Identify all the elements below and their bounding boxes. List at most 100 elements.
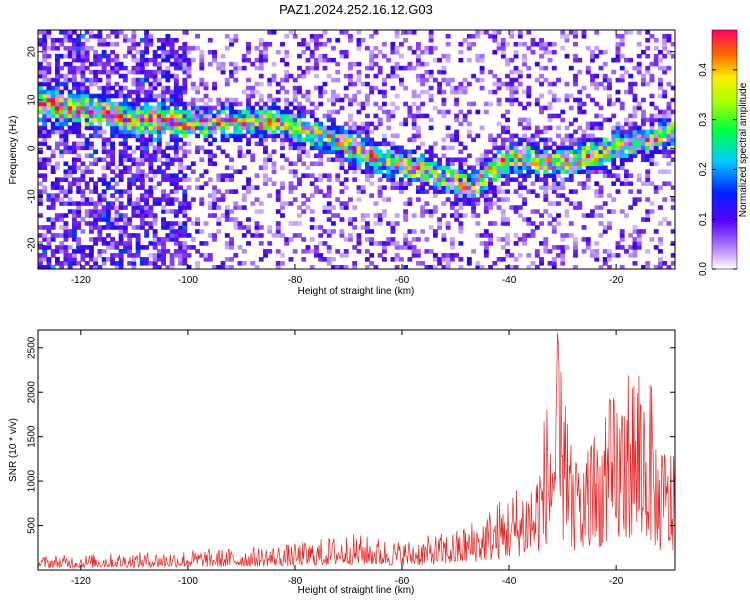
- heatmap-cell: [539, 81, 544, 87]
- heatmap-cell: [598, 81, 604, 87]
- heatmap-cell: [131, 57, 137, 63]
- heatmap-cell: [513, 265, 519, 269]
- heatmap-cell: [666, 125, 672, 131]
- heatmap-cell: [59, 117, 65, 123]
- heatmap-cell: [471, 201, 477, 206]
- heatmap-cell: [178, 165, 183, 171]
- heatmap-cell: [466, 133, 472, 139]
- heatmap-cell: [275, 89, 281, 95]
- x-tick-label: -80: [288, 275, 303, 286]
- heatmap-cell: [556, 169, 561, 174]
- heatmap-cell: [360, 145, 366, 151]
- heatmap-cell: [182, 245, 188, 250]
- heatmap-cell: [165, 225, 171, 230]
- heatmap-cell: [114, 57, 120, 63]
- heatmap-cell: [445, 157, 451, 163]
- heatmap-cell: [139, 197, 145, 202]
- heatmap-cell: [156, 149, 162, 155]
- heatmap-cell: [195, 145, 200, 151]
- heatmap-cell: [76, 221, 82, 226]
- heatmap-cell: [551, 169, 557, 174]
- heatmap-cell: [394, 265, 400, 269]
- heatmap-cell: [471, 193, 477, 198]
- heatmap-cell: [517, 161, 523, 167]
- heatmap-cell: [97, 193, 103, 198]
- heatmap-cell: [526, 165, 532, 171]
- heatmap-cell: [326, 189, 332, 194]
- heatmap-cell: [339, 181, 345, 186]
- heatmap-cell: [526, 89, 532, 95]
- heatmap-cell: [534, 149, 540, 155]
- heatmap-cell: [254, 265, 260, 269]
- heatmap-cell: [348, 117, 353, 123]
- heatmap-cell: [207, 61, 213, 67]
- heatmap-cell: [220, 137, 226, 143]
- heatmap-cell: [636, 233, 642, 238]
- heatmap-cell: [403, 181, 409, 186]
- heatmap-cell: [326, 245, 332, 250]
- heatmap-cell: [135, 85, 141, 91]
- heatmap-cell: [466, 121, 472, 127]
- heatmap-cell: [127, 105, 133, 111]
- heatmap-cell: [526, 141, 532, 147]
- heatmap-cell: [398, 41, 404, 47]
- heatmap-cell: [483, 169, 489, 174]
- heatmap-cell: [76, 177, 82, 182]
- heatmap-cell: [577, 57, 583, 63]
- heatmap-cell: [42, 77, 48, 83]
- heatmap-cell: [173, 73, 179, 79]
- heatmap-cell: [169, 97, 175, 103]
- heatmap-cell: [352, 121, 358, 127]
- heatmap-cell: [522, 137, 527, 143]
- heatmap-cell: [233, 221, 239, 226]
- heatmap-cell: [517, 117, 523, 123]
- heatmap-cell: [258, 165, 264, 171]
- heatmap-cell: [649, 73, 655, 79]
- heatmap-cell: [284, 105, 290, 111]
- heatmap-cell: [462, 193, 468, 198]
- heatmap-cell: [88, 249, 94, 254]
- heatmap-cell: [76, 49, 82, 55]
- heatmap-cell: [139, 181, 145, 186]
- heatmap-cell: [466, 101, 472, 107]
- heatmap-cell: [139, 213, 145, 218]
- heatmap-cell: [250, 133, 256, 139]
- heatmap-cell: [513, 165, 519, 171]
- heatmap-cell: [280, 185, 285, 190]
- heatmap-cell: [263, 45, 268, 51]
- heatmap-cell: [611, 145, 617, 151]
- heatmap-cell: [105, 93, 111, 99]
- heatmap-cell: [71, 105, 77, 111]
- heatmap-cell: [156, 197, 162, 202]
- heatmap-cell: [658, 257, 663, 262]
- heatmap-cell: [122, 77, 128, 83]
- heatmap-cell: [59, 217, 65, 222]
- heatmap-cell: [258, 137, 264, 143]
- heatmap-cell: [377, 185, 383, 190]
- heatmap-cell: [275, 221, 281, 226]
- snr-y-label: SNR (10 * v/v): [8, 418, 19, 482]
- heatmap-cell: [594, 53, 600, 59]
- heatmap-cell: [59, 121, 65, 127]
- heatmap-cell: [318, 33, 324, 39]
- heatmap-cell: [284, 89, 290, 95]
- heatmap-cell: [339, 201, 345, 206]
- heatmap-cell: [543, 189, 549, 194]
- heatmap-cell: [131, 205, 137, 210]
- heatmap-cell: [288, 169, 294, 174]
- heatmap-cell: [394, 221, 400, 226]
- heatmap-cell: [611, 113, 617, 119]
- heatmap-cell: [509, 77, 515, 83]
- heatmap-cell: [203, 149, 209, 155]
- heatmap-cell: [135, 197, 141, 202]
- heatmap-cell: [250, 125, 256, 131]
- heatmap-cell: [203, 121, 209, 127]
- heatmap-cell: [288, 181, 294, 186]
- heatmap-cell: [573, 165, 578, 171]
- heatmap-cell: [50, 153, 56, 159]
- heatmap-cell: [38, 253, 43, 258]
- heatmap-cell: [241, 117, 247, 123]
- heatmap-cell: [110, 261, 116, 266]
- heatmap-cell: [666, 49, 672, 55]
- heatmap-cell: [573, 141, 578, 147]
